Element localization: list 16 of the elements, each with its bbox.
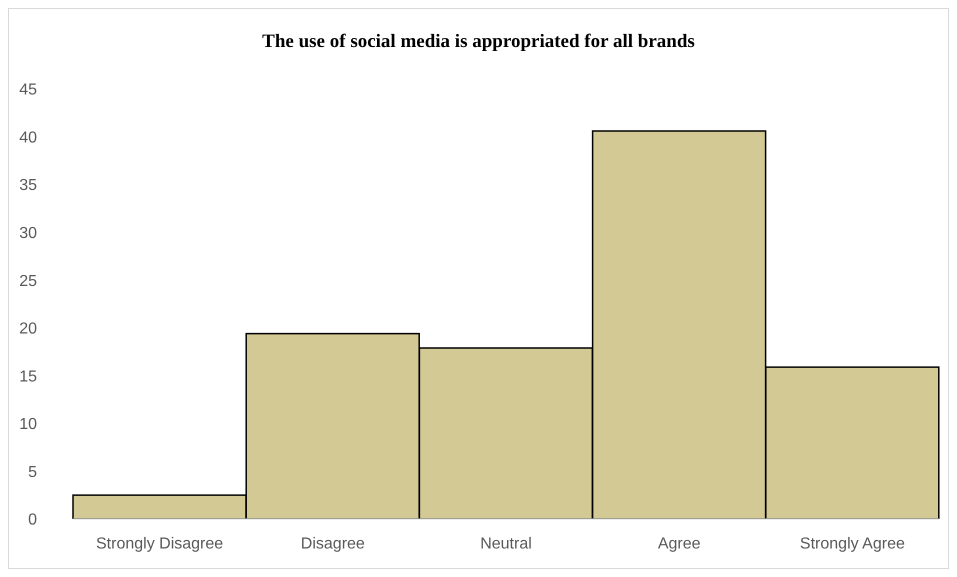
- y-tick-label: 35: [19, 177, 38, 194]
- y-tick-label: 45: [19, 82, 38, 99]
- y-tick-label: 0: [28, 512, 38, 529]
- y-tick-label: 5: [28, 464, 38, 481]
- y-tick-label: 40: [19, 129, 38, 146]
- y-tick-label: 15: [19, 368, 38, 386]
- x-tick-label: Strongly Disagree: [96, 535, 224, 552]
- y-tick-label: 25: [19, 272, 38, 290]
- y-tick-label: 10: [19, 416, 38, 434]
- x-tick-label: Strongly Agree: [800, 535, 905, 552]
- x-tick-label: Agree: [658, 535, 701, 552]
- y-tick-label: 20: [19, 320, 38, 338]
- y-tick-label: 30: [19, 225, 38, 242]
- chart-title: The use of social media is appropriated for all brands: [261, 31, 696, 53]
- x-tick-label: Neutral: [480, 535, 532, 552]
- x-tick-label: Disagree: [300, 535, 365, 552]
